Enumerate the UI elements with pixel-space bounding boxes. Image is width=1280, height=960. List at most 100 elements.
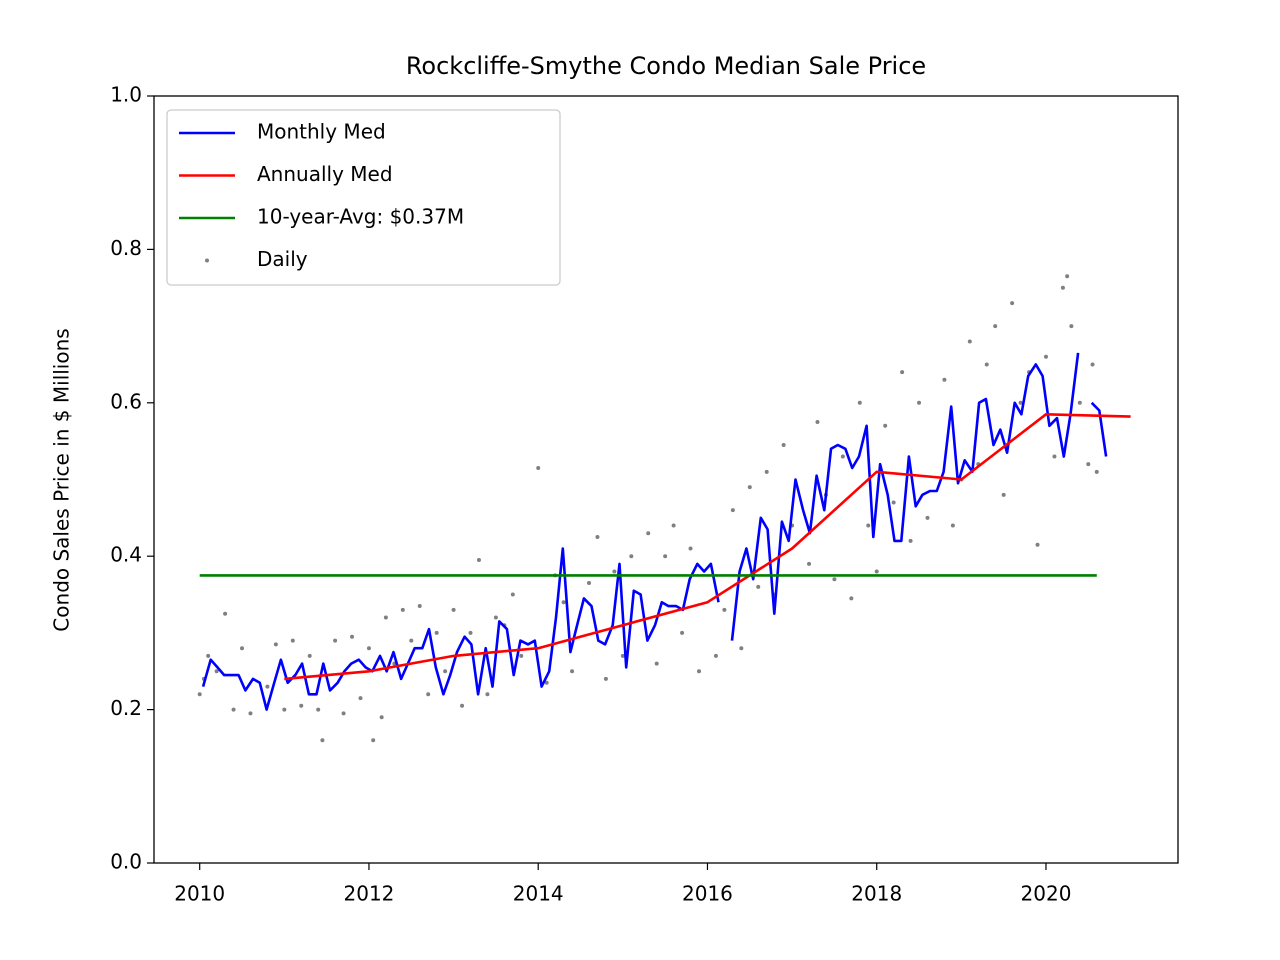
plot-frame [153, 95, 1179, 864]
scatter-point [1043, 354, 1048, 359]
scatter-point [350, 634, 355, 639]
scatter-point [299, 703, 304, 708]
y-axis-label: Condo Sales Price in $ Millions [50, 328, 74, 631]
scatter-point [1069, 324, 1074, 329]
scatter-point [417, 604, 422, 609]
x-tick-label: 2018 [851, 882, 902, 906]
scatter-point [493, 615, 498, 620]
scatter-point [265, 684, 270, 689]
scatter-point [1090, 362, 1095, 367]
scatter-point [942, 377, 947, 382]
y-tick-label: 0.2 [110, 696, 142, 720]
chart-title: Rockcliffe-Smythe Condo Median Sale Pric… [406, 52, 926, 80]
x-tick-label: 2012 [344, 882, 395, 906]
x-tick-label: 2010 [174, 882, 225, 906]
scatter-point [807, 561, 812, 566]
scatter-point [917, 400, 922, 405]
scatter-point [468, 630, 473, 635]
y-tick-label: 0.0 [110, 850, 142, 874]
scatter-point [612, 569, 617, 574]
scatter-point [713, 653, 718, 658]
scatter-point [206, 653, 211, 658]
x-tick-label: 2014 [513, 882, 564, 906]
scatter-point [383, 615, 388, 620]
series-line [284, 413, 1131, 681]
scatter-point [240, 646, 245, 651]
scatter-point [519, 653, 524, 658]
scatter-point [570, 669, 575, 674]
scatter-point [510, 592, 515, 597]
scatter-point [891, 500, 896, 505]
scatter-point [832, 577, 837, 582]
scatter-point [595, 535, 600, 540]
scatter-point [379, 715, 384, 720]
legend-label: Monthly Med [257, 120, 386, 144]
scatter-point [485, 692, 490, 697]
scatter-point [214, 669, 219, 674]
scatter-point [536, 465, 541, 470]
scatter-point [333, 638, 338, 643]
scatter-point [1077, 400, 1082, 405]
y-tick-label: 0.6 [110, 389, 142, 413]
scatter-point [629, 554, 634, 559]
legend-label: Daily [257, 247, 308, 271]
scatter-point [925, 515, 930, 520]
scatter-point [434, 630, 439, 635]
x-tick-label: 2016 [682, 882, 733, 906]
scatter-point [646, 531, 651, 536]
scatter-point [984, 362, 989, 367]
scatter-point [908, 538, 913, 543]
y-tick-label: 0.8 [110, 236, 142, 260]
y-tick-label: 1.0 [110, 83, 142, 107]
scatter-point [273, 642, 278, 647]
scatter-point [426, 692, 431, 697]
scatter-point [1001, 492, 1006, 497]
scatter-point [781, 442, 786, 447]
scatter-point [663, 554, 668, 559]
scatter-point [1052, 454, 1057, 459]
scatter-point [460, 703, 465, 708]
scatter-point [680, 630, 685, 635]
scatter-point [654, 661, 659, 666]
scatter-point [764, 469, 769, 474]
scatter-point [231, 707, 236, 712]
scatter-point [1086, 462, 1091, 467]
scatter-point [900, 370, 905, 375]
scatter-point [967, 339, 972, 344]
scatter-point [544, 680, 549, 685]
scatter-point [409, 638, 414, 643]
scatter-point [688, 546, 693, 551]
scatter-point [747, 485, 752, 490]
scatter-point [371, 738, 376, 743]
scatter-point [197, 692, 202, 697]
scatter-point [866, 523, 871, 528]
scatter-point [307, 653, 312, 658]
scatter-point [671, 523, 676, 528]
scatter-point [874, 569, 879, 574]
scatter-point [950, 523, 955, 528]
scatter-point [366, 646, 371, 651]
legend-label: 10-year-Avg: $0.37M [257, 205, 464, 229]
scatter-point [443, 669, 448, 674]
scatter-point [223, 611, 228, 616]
scatter-point [1035, 542, 1040, 547]
scatter-point [358, 696, 363, 701]
scatter-point [1060, 285, 1065, 290]
scatter-point [730, 508, 735, 513]
scatter-point [1010, 301, 1015, 306]
scatter-point [857, 400, 862, 405]
scatter-point [1018, 400, 1023, 405]
scatter-point [282, 707, 287, 712]
scatter-point [451, 607, 456, 612]
scatter-point [586, 581, 591, 586]
scatter-point [400, 607, 405, 612]
scatter-point [290, 638, 295, 643]
scatter-point [341, 711, 346, 716]
scatter-point [697, 669, 702, 674]
legend-marker [205, 258, 209, 263]
scatter-point [1065, 274, 1070, 279]
legend-label: Annually Med [257, 162, 393, 186]
scatter-point [739, 646, 744, 651]
scatter-point [476, 558, 481, 563]
scatter-point [320, 738, 325, 743]
